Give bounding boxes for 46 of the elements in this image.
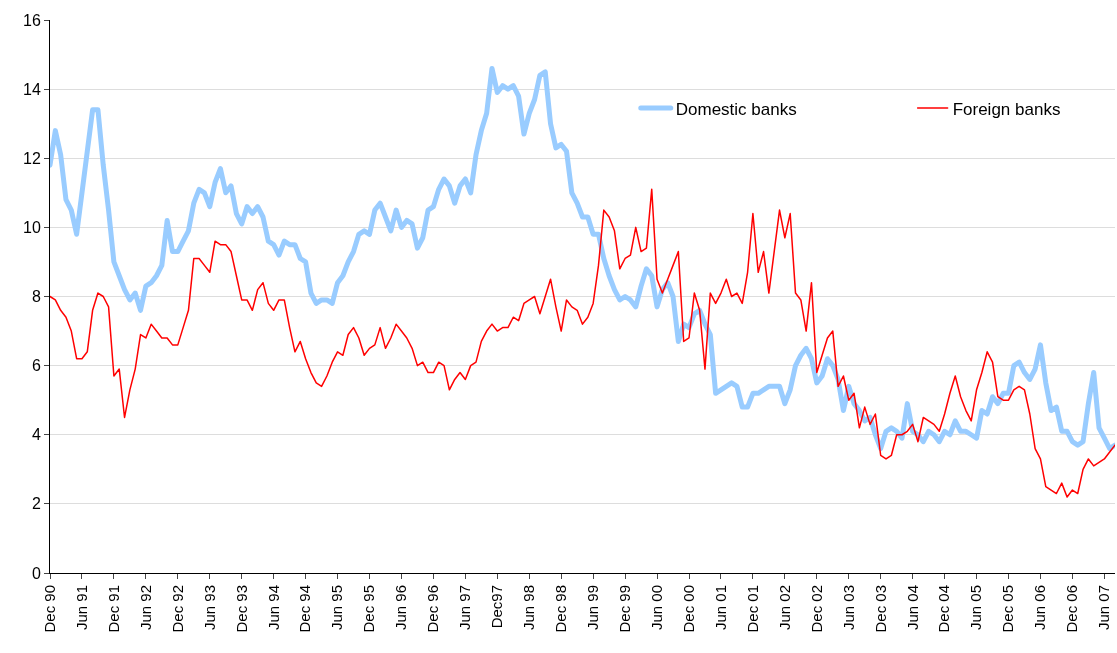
y-tick-label: 0 bbox=[31, 564, 41, 582]
x-tick-label: Jun 01 bbox=[711, 585, 729, 631]
x-tick-label: Jun 06 bbox=[1031, 585, 1049, 631]
y-tick-label: 12 bbox=[23, 149, 41, 167]
y-tick-label: 16 bbox=[23, 11, 41, 29]
y-tick-label: 10 bbox=[23, 218, 41, 236]
x-tick-label: Dec 99 bbox=[615, 585, 633, 633]
x-tick-label: Jun 02 bbox=[775, 585, 793, 631]
x-tick-label: Dec 96 bbox=[424, 585, 442, 633]
legend-label: Domestic banks bbox=[675, 99, 797, 119]
x-tick-label: Dec 06 bbox=[1063, 585, 1081, 633]
x-tick-label: Dec 00 bbox=[679, 585, 697, 633]
x-tick-label: Dec 04 bbox=[935, 585, 953, 633]
x-tick-label: Dec 98 bbox=[552, 585, 570, 633]
x-tick-label: Jun 97 bbox=[456, 585, 474, 631]
x-tick-label: Jun 04 bbox=[903, 585, 921, 631]
x-tick-label: Dec 01 bbox=[743, 585, 761, 633]
x-tick-label: Dec 94 bbox=[296, 585, 314, 633]
x-tick-label: Jun 92 bbox=[136, 585, 154, 631]
y-tick-label: 8 bbox=[31, 288, 41, 306]
x-tick-label: Dec97 bbox=[488, 585, 506, 629]
x-tick-label: Dec 95 bbox=[360, 585, 378, 633]
x-tick-label: Dec 90 bbox=[40, 585, 58, 633]
y-tick-label: 4 bbox=[31, 426, 41, 444]
x-tick-label: Jun 91 bbox=[72, 585, 90, 631]
x-tick-label: Dec 91 bbox=[104, 585, 122, 633]
y-tick-label: 14 bbox=[23, 80, 41, 98]
x-tick-label: Jun 93 bbox=[200, 585, 218, 631]
x-tick-label: Jun 96 bbox=[392, 585, 410, 631]
x-tick-label: Jun 05 bbox=[967, 585, 985, 631]
x-tick-label: Dec 02 bbox=[807, 585, 825, 633]
line-series bbox=[50, 188, 1115, 498]
y-tick-label: 2 bbox=[31, 495, 41, 513]
x-tick-label: Jun 98 bbox=[520, 585, 538, 631]
legend-label: Foreign banks bbox=[952, 99, 1061, 119]
x-tick-label: Jun 00 bbox=[647, 585, 665, 631]
x-tick-label: Jun 03 bbox=[839, 585, 857, 631]
x-tick-label: Jun 07 bbox=[1095, 585, 1113, 631]
x-tick-label: Dec 92 bbox=[168, 585, 186, 633]
y-tick-label: 6 bbox=[31, 357, 41, 375]
x-tick-label: Jun 99 bbox=[584, 585, 602, 631]
x-tick-label: Dec 05 bbox=[999, 585, 1017, 633]
x-tick-label: Dec 93 bbox=[232, 585, 250, 633]
x-tick-label: Jun 94 bbox=[264, 585, 282, 631]
x-tick-label: Jun 95 bbox=[328, 585, 346, 631]
x-tick-label: Dec 03 bbox=[871, 585, 889, 633]
